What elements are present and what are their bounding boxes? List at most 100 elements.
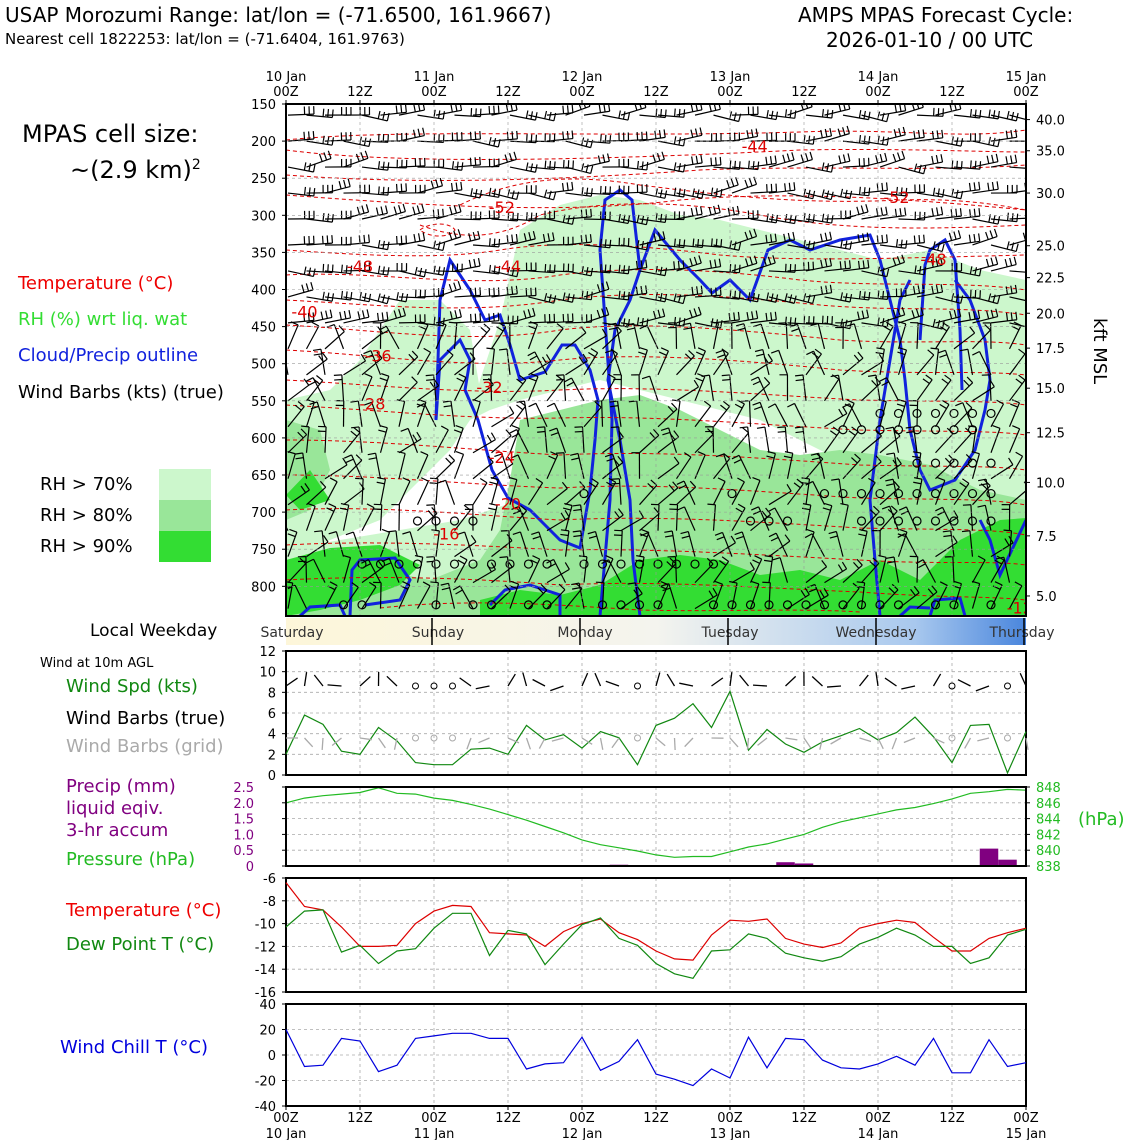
wind-barb-flag [936, 207, 939, 216]
isotherm-line [286, 194, 1026, 211]
wind-barb [713, 177, 739, 194]
panel-y-tick-label: 0 [268, 1049, 276, 1064]
wind-barb-flag [881, 182, 884, 191]
wind-barb-flag [915, 308, 920, 317]
wind-barb-flag [622, 111, 626, 120]
wind-barb-flag [721, 556, 729, 562]
cell-size-label: MPAS cell size: [22, 120, 199, 148]
grid-wind-barb [525, 737, 532, 750]
wind-barb-flag [987, 293, 992, 302]
wind-barb-flag [977, 310, 981, 319]
wind-barb [380, 104, 407, 116]
wind-barb-flag [300, 485, 307, 493]
wind-barb-staff [491, 435, 512, 454]
wind-barb-staff [972, 140, 999, 148]
wind-barb-flag [664, 535, 674, 538]
wind-barb [546, 510, 570, 532]
wind-barb-flag [1005, 286, 1009, 295]
true-wind-barb [655, 672, 661, 687]
wind-barb-flag [955, 402, 963, 407]
wind-barb-flag [923, 234, 925, 243]
wind-barb-flag [636, 160, 640, 169]
wind-barb-flag [700, 154, 703, 163]
grid-wind-barb [655, 737, 666, 747]
wind-barb-staff [375, 453, 382, 479]
wind-barb-flag [840, 503, 849, 506]
calm-marker [782, 516, 793, 526]
true-wind-barb [901, 685, 916, 690]
wind-barb [676, 206, 703, 220]
wind-barb-flag [951, 293, 955, 302]
wind-barb-staff [343, 296, 370, 303]
wind-barb [879, 150, 906, 168]
wind-barb [454, 287, 482, 298]
wind-barb [454, 258, 481, 272]
wind-barb-flag [313, 353, 322, 356]
wind-barb-flag [353, 427, 361, 434]
wind-barb-flag [307, 381, 316, 387]
wind-barb-staff [620, 516, 644, 532]
wind-barb-flag [853, 561, 860, 569]
wind-barb-flag [449, 311, 453, 320]
wind-barb-staff [657, 244, 684, 249]
wind-barb-staff [811, 533, 826, 557]
wind-barb-flag [331, 109, 334, 118]
wind-barb-flag [546, 402, 555, 408]
wind-barb-flag [968, 234, 972, 243]
wind-barb-staff [453, 454, 465, 479]
wind-barb-flag [897, 351, 906, 356]
wind-barb [306, 558, 326, 583]
wind-barb-flag [829, 430, 838, 436]
wind-barb [494, 453, 511, 479]
wind-barb-flag [580, 235, 583, 244]
wind-barb-staff [708, 375, 715, 401]
wind-barb [314, 530, 326, 557]
wind-barb-flag [791, 152, 795, 161]
wind-barb-flag [400, 104, 403, 113]
wind-barb-flag [821, 213, 825, 222]
wind-barb-flag [973, 208, 976, 217]
wind-barb [858, 528, 868, 557]
wind-barb [668, 322, 678, 349]
wind-barb-flag [618, 290, 621, 299]
y-tick-label: 800 [251, 580, 276, 595]
wind-barb [731, 310, 759, 324]
wind-barb-flag [618, 264, 621, 273]
wind-barb-flag [322, 108, 325, 117]
grid-wind-barb [933, 737, 945, 744]
wind-barb-flag [985, 258, 990, 267]
wind-barb-flag [965, 401, 973, 409]
wind-barb-staff [361, 376, 373, 402]
grid-wind-barb [746, 737, 750, 751]
true-wind-barb [811, 676, 823, 687]
wind-barb-flag [692, 238, 695, 247]
wind-barb-staff [305, 426, 310, 453]
wind-barb-flag [488, 187, 492, 196]
wind-barb [572, 530, 585, 557]
grid-wind-barb [331, 737, 342, 747]
wind-barb [935, 230, 962, 246]
wind-barb-flag [886, 268, 890, 277]
wind-barb-flag [846, 323, 855, 327]
wind-barb-flag [550, 432, 559, 436]
wind-barb-flag [640, 260, 643, 269]
wind-barb-flag [857, 311, 860, 320]
top-hour-label: 00Z [717, 85, 743, 100]
grid-wind-barb [393, 737, 398, 750]
calm-marker [856, 425, 867, 435]
wind-barb-staff [454, 320, 481, 324]
wind-barb-staff [615, 323, 622, 349]
wind-barb [840, 503, 849, 531]
wind-barb [380, 235, 408, 246]
wind-barb-flag [673, 136, 677, 145]
wind-barb [343, 150, 369, 168]
wind-barb-flag [774, 155, 777, 164]
wind-barb-staff [416, 585, 431, 609]
wind-barb-flag [795, 430, 804, 434]
top-hour-label: 12Z [791, 85, 817, 100]
wind-barb [373, 581, 382, 609]
xsec-axes: 1502002503003504004505005506006507007508… [251, 98, 1065, 605]
wind-barb-staff [676, 386, 699, 402]
panel-y-tick-label: -14 [255, 963, 276, 978]
wind-barb-flag [453, 205, 458, 214]
